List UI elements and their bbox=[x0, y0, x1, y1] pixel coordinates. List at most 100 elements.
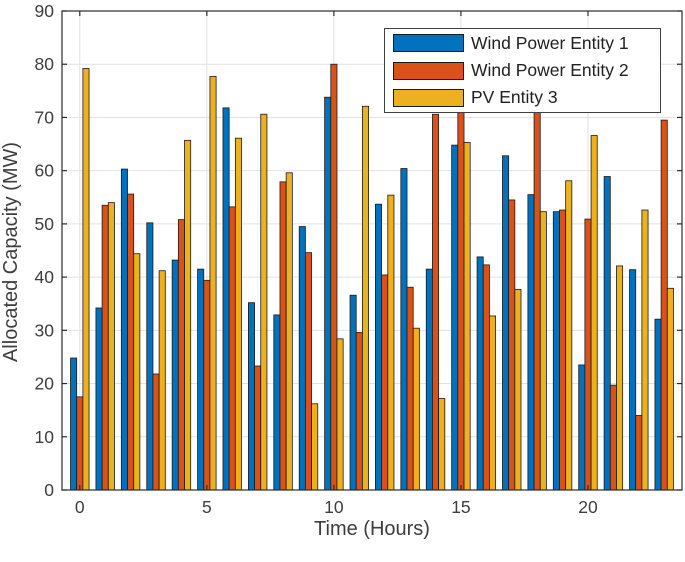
bar-series1-hour2 bbox=[120, 168, 128, 491]
y-tick-label: 40 bbox=[35, 267, 55, 287]
y-tick-label: 20 bbox=[35, 374, 55, 394]
bar-series1-hour9 bbox=[298, 226, 306, 491]
bar-series1-hour5 bbox=[197, 268, 205, 491]
bar-series2-hour19 bbox=[559, 209, 567, 491]
bar-series1-hour19 bbox=[552, 211, 560, 491]
y-tick-label: 70 bbox=[35, 107, 55, 127]
bar-series2-hour23 bbox=[660, 119, 668, 491]
axes-box bbox=[61, 10, 683, 491]
bar-series3-hour13 bbox=[412, 327, 420, 491]
bar-series3-hour8 bbox=[285, 172, 293, 491]
legend-item: Wind Power Entity 1 bbox=[385, 30, 660, 56]
x-tick-label: 5 bbox=[202, 497, 212, 517]
y-tick-label: 60 bbox=[35, 161, 55, 181]
bar-series2-hour2 bbox=[127, 193, 135, 491]
bar-series2-hour11 bbox=[355, 332, 363, 491]
bar-series1-hour23 bbox=[654, 318, 662, 491]
bar-series3-hour22 bbox=[641, 209, 649, 491]
bar-series2-hour22 bbox=[635, 415, 643, 491]
bar-series1-hour20 bbox=[578, 364, 586, 491]
bar-series2-hour15 bbox=[457, 98, 465, 491]
bar-series1-hour21 bbox=[603, 176, 611, 491]
y-tick-label: 50 bbox=[35, 214, 55, 234]
bar-series3-hour14 bbox=[438, 398, 446, 491]
bar-series3-hour21 bbox=[616, 265, 624, 491]
bar-series1-hour12 bbox=[375, 203, 383, 491]
bar-series3-hour10 bbox=[336, 338, 344, 491]
bar-series2-hour12 bbox=[381, 274, 389, 491]
bar-series2-hour20 bbox=[584, 218, 592, 491]
bar-series1-hour10 bbox=[324, 96, 332, 491]
bar-series1-hour22 bbox=[629, 269, 637, 491]
bar-series3-hour1 bbox=[107, 202, 115, 491]
bar-series3-hour18 bbox=[539, 211, 547, 491]
bar-series3-hour17 bbox=[514, 288, 522, 491]
bar-series2-hour7 bbox=[254, 365, 262, 491]
bar-series2-hour18 bbox=[533, 98, 541, 491]
bar-series2-hour21 bbox=[609, 384, 617, 491]
bar-series2-hour10 bbox=[330, 63, 338, 491]
y-tick-label: 90 bbox=[35, 1, 55, 21]
bar-series3-hour19 bbox=[565, 180, 573, 491]
bar-series2-hour17 bbox=[508, 199, 516, 491]
bar-series2-hour3 bbox=[152, 373, 160, 491]
y-tick-label: 30 bbox=[35, 320, 55, 340]
legend-item: Wind Power Entity 2 bbox=[385, 58, 660, 84]
bar-series1-hour7 bbox=[247, 302, 255, 491]
legend-item-label: Wind Power Entity 2 bbox=[471, 60, 629, 80]
legend-item-label: PV Entity 3 bbox=[471, 87, 558, 108]
legend: Wind Power Entity 1 Wind Power Entity 2 … bbox=[384, 28, 661, 113]
x-tick-label: 0 bbox=[75, 497, 85, 517]
y-tick-label: 10 bbox=[35, 427, 55, 447]
bar-series1-hour6 bbox=[222, 107, 230, 491]
bar-series2-hour16 bbox=[482, 264, 490, 491]
y-tick-label: 80 bbox=[35, 54, 55, 74]
bar-series3-hour9 bbox=[311, 403, 319, 491]
bar-series1-hour4 bbox=[171, 259, 179, 491]
bar-series1-hour1 bbox=[95, 307, 103, 491]
legend-item: PV Entity 3 bbox=[385, 85, 660, 111]
bar-series3-hour23 bbox=[666, 287, 674, 491]
bar-series1-hour13 bbox=[400, 168, 408, 491]
x-tick-label: 15 bbox=[451, 497, 470, 517]
bar-series2-hour6 bbox=[228, 206, 236, 491]
legend-swatch-pv-entity-3 bbox=[393, 88, 464, 107]
bar-series1-hour11 bbox=[349, 294, 357, 491]
bar-series1-hour18 bbox=[527, 194, 535, 491]
bar-series2-hour14 bbox=[432, 113, 440, 491]
legend-item-label: Wind Power Entity 1 bbox=[471, 32, 629, 53]
legend-swatch-wind-entity-1 bbox=[393, 34, 464, 53]
bar-series3-hour4 bbox=[184, 139, 192, 491]
bar-series3-hour11 bbox=[361, 105, 369, 491]
x-tick-label: 20 bbox=[578, 497, 598, 517]
bar-series2-hour5 bbox=[203, 279, 211, 491]
bar-series3-hour3 bbox=[158, 270, 166, 491]
bar-series1-hour0 bbox=[70, 357, 78, 491]
bar-series3-hour12 bbox=[387, 194, 395, 491]
bar-series1-hour17 bbox=[502, 155, 510, 491]
bar-series2-hour8 bbox=[279, 181, 287, 491]
bar-series3-hour15 bbox=[463, 142, 471, 491]
bar-series2-hour4 bbox=[177, 219, 185, 491]
bar-series3-hour2 bbox=[133, 253, 141, 491]
bar-series2-hour0 bbox=[76, 396, 84, 491]
y-tick-label: 0 bbox=[44, 480, 54, 500]
bar-series1-hour16 bbox=[476, 256, 484, 491]
bar-series2-hour13 bbox=[406, 286, 414, 491]
bar-series1-hour3 bbox=[146, 222, 154, 491]
bar-series3-hour0 bbox=[82, 68, 90, 491]
y-axis-label: Allocated Capacity (MW) bbox=[0, 141, 22, 363]
bar-series3-hour16 bbox=[489, 315, 497, 491]
x-tick-label: 10 bbox=[324, 497, 344, 517]
bar-series3-hour5 bbox=[209, 76, 217, 491]
bar-series3-hour20 bbox=[590, 135, 598, 491]
bar-series1-hour14 bbox=[425, 268, 433, 491]
bar-series2-hour9 bbox=[304, 252, 312, 491]
x-axis-label: Time (Hours) bbox=[314, 518, 430, 540]
bar-series3-hour7 bbox=[260, 113, 268, 491]
legend-swatch-wind-entity-2 bbox=[393, 61, 464, 80]
bar-series1-hour8 bbox=[273, 314, 281, 491]
bar-series1-hour15 bbox=[451, 144, 459, 491]
